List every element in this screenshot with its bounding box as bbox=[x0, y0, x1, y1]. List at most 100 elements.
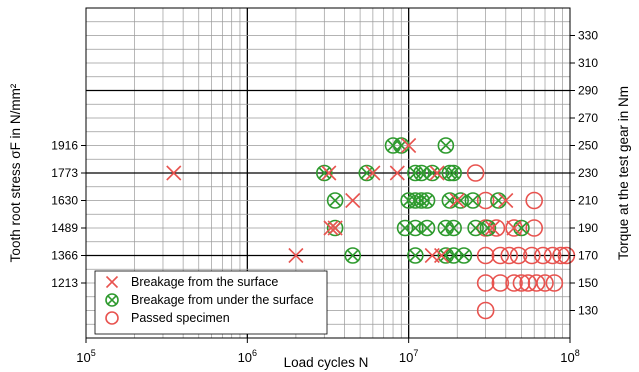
x-stroke bbox=[484, 220, 500, 236]
point-passed bbox=[476, 246, 495, 265]
y-axis-label-left: Tooth root stress σF in N/mm² bbox=[8, 83, 23, 262]
y-tick-label-left: 1366 bbox=[51, 249, 78, 263]
x-stroke bbox=[329, 194, 341, 207]
circle-outline bbox=[479, 219, 497, 237]
circle-outline bbox=[452, 192, 469, 209]
point-breakage-under bbox=[479, 219, 497, 237]
y-tick-label-right: 190 bbox=[578, 221, 598, 235]
x-stroke bbox=[409, 222, 422, 234]
x-stroke bbox=[447, 167, 460, 179]
y-tick-label-left: 1213 bbox=[51, 276, 78, 290]
point-breakage-under bbox=[316, 164, 333, 182]
point-breakage-under bbox=[418, 192, 436, 209]
y-tick-label-right: 250 bbox=[578, 139, 598, 153]
x-tick-label: 107 bbox=[399, 348, 418, 365]
point-passed bbox=[505, 274, 523, 292]
x-stroke bbox=[345, 192, 361, 209]
y-tick-label-left: 1489 bbox=[51, 221, 78, 235]
legend-label-surface: Breakage from the surface bbox=[131, 275, 278, 289]
y-axis-label-right: Torque at the test gear in Nm bbox=[616, 86, 631, 260]
point-passed bbox=[476, 191, 495, 210]
point-breakage-under bbox=[407, 247, 424, 264]
circle-outline bbox=[326, 219, 344, 237]
point-breakage-under bbox=[344, 247, 362, 264]
point-breakage-under bbox=[467, 219, 484, 237]
circle-outline bbox=[407, 247, 424, 264]
circle-outline bbox=[358, 164, 376, 182]
x-stroke bbox=[458, 249, 470, 262]
point-breakage-surface bbox=[365, 165, 381, 181]
x-tick-label: 106 bbox=[238, 348, 257, 365]
point-breakage-under bbox=[445, 219, 462, 237]
x-stroke bbox=[440, 139, 452, 152]
y-tick-label-right: 130 bbox=[578, 304, 598, 318]
point-breakage-surface bbox=[498, 192, 514, 209]
y-tick-label-right: 290 bbox=[578, 84, 598, 98]
x-stroke bbox=[401, 137, 417, 154]
y-tick-label-right: 310 bbox=[578, 56, 598, 70]
x-stroke bbox=[429, 165, 445, 181]
point-passed bbox=[476, 219, 495, 237]
point-breakage-under bbox=[445, 164, 462, 182]
point-passed bbox=[476, 301, 495, 320]
point-breakage-under bbox=[452, 192, 469, 209]
point-breakage-surface bbox=[401, 137, 417, 154]
point-passed bbox=[552, 246, 570, 265]
x-stroke bbox=[323, 220, 339, 236]
x-stroke bbox=[454, 194, 467, 207]
x-stroke bbox=[482, 222, 494, 234]
x-stroke bbox=[447, 222, 460, 234]
circle-outline bbox=[455, 247, 473, 264]
legend-symbol-under bbox=[105, 293, 119, 307]
x-stroke bbox=[449, 192, 465, 209]
point-passed bbox=[545, 274, 564, 292]
x-stroke bbox=[409, 249, 422, 262]
x-stroke bbox=[389, 165, 405, 181]
point-breakage-surface bbox=[166, 165, 182, 181]
circle-outline bbox=[437, 137, 455, 154]
x-stroke bbox=[469, 222, 482, 234]
point-breakage-under bbox=[418, 219, 436, 237]
y-tick-label-right: 330 bbox=[578, 29, 598, 43]
legend: Breakage from the surface Breakage from … bbox=[94, 270, 328, 335]
point-passed bbox=[543, 246, 562, 265]
point-passed bbox=[476, 274, 495, 292]
point-breakage-under bbox=[455, 247, 473, 264]
point-breakage-surface bbox=[321, 165, 337, 181]
point-breakage-surface bbox=[389, 165, 405, 181]
point-passed bbox=[500, 246, 519, 265]
point-passed bbox=[536, 274, 554, 292]
circle-outline bbox=[418, 192, 436, 209]
circle-outline bbox=[441, 164, 459, 182]
point-passed bbox=[527, 274, 546, 292]
point-passed bbox=[523, 246, 541, 265]
x-stroke bbox=[415, 194, 428, 207]
circle-outline bbox=[413, 192, 430, 209]
x-tick-label: 108 bbox=[560, 348, 579, 365]
y-tick-label-left: 1630 bbox=[51, 194, 78, 208]
circle-outline bbox=[326, 192, 344, 209]
y-tick-label-right: 170 bbox=[578, 249, 598, 263]
x-stroke bbox=[434, 247, 450, 264]
x-stroke bbox=[346, 249, 359, 262]
circle-outline bbox=[316, 164, 333, 182]
point-passed bbox=[525, 191, 544, 210]
legend-label-passed: Passed specimen bbox=[131, 311, 230, 325]
x-stroke bbox=[107, 295, 117, 305]
x-axis-label: Load cycles N bbox=[284, 355, 369, 370]
y-tick-label-right: 210 bbox=[578, 194, 598, 208]
x-stroke bbox=[321, 165, 337, 181]
legend-box bbox=[94, 270, 328, 335]
circle-outline bbox=[418, 219, 436, 237]
point-breakage-under bbox=[423, 164, 441, 182]
x-stroke bbox=[421, 194, 433, 207]
point-passed bbox=[519, 274, 537, 292]
point-breakage-surface bbox=[345, 192, 361, 209]
y-tick-label-right: 230 bbox=[578, 166, 598, 180]
circle-outline bbox=[407, 164, 424, 182]
circle-outline bbox=[407, 192, 424, 209]
y-tick-label-right: 150 bbox=[578, 276, 598, 290]
point-breakage-under bbox=[464, 192, 482, 209]
legend-symbol-passed bbox=[105, 311, 119, 325]
circle-outline bbox=[464, 192, 482, 209]
